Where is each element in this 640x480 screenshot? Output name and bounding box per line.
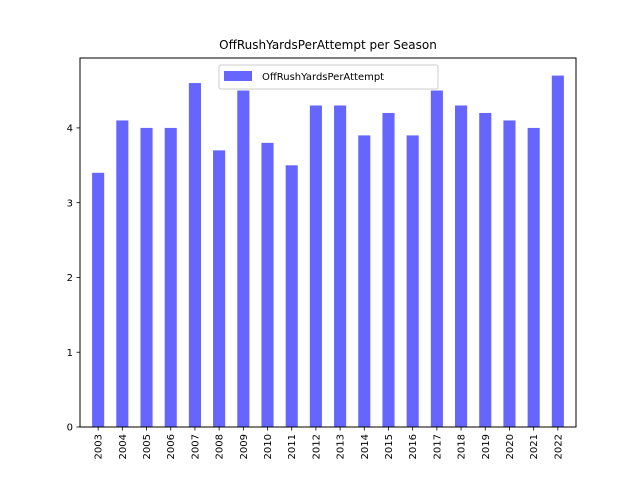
x-tick-label-2014: 2014	[360, 434, 371, 459]
bar-2014	[358, 135, 371, 427]
x-tick-label-2006: 2006	[166, 434, 177, 459]
chart-title: OffRushYardsPerAttempt per Season	[219, 38, 437, 52]
bar-2008	[213, 150, 226, 427]
x-tick-label-2015: 2015	[384, 434, 395, 459]
bar-2012	[309, 105, 322, 427]
axes-frame	[79, 57, 577, 428]
x-tick-label-2007: 2007	[190, 434, 201, 459]
x-tick-label-2010: 2010	[263, 434, 274, 459]
legend-box	[218, 64, 439, 90]
y-tick-label-4: 4	[67, 124, 73, 135]
x-tick-label-2021: 2021	[529, 434, 540, 459]
y-tick-label-1: 1	[67, 348, 73, 359]
x-tick-label-2003: 2003	[94, 434, 105, 459]
x-tick-label-2016: 2016	[408, 434, 419, 459]
bar-2003	[92, 172, 105, 427]
x-tick-label-2009: 2009	[239, 434, 250, 459]
bar-2018	[455, 105, 468, 427]
bar-2016	[406, 135, 419, 427]
y-tick-label-2: 2	[67, 273, 73, 284]
bar-2013	[334, 105, 347, 427]
x-tick-label-2005: 2005	[142, 434, 153, 459]
x-axis: 2003 2004 2005 2006 2007 2008 2009 2010 2011 2012…	[94, 427, 564, 459]
y-axis: 0 1 2 3 4	[67, 124, 80, 434]
bar-2009	[237, 90, 250, 427]
x-tick-label-2011: 2011	[287, 434, 298, 459]
bar-2020	[503, 120, 516, 428]
x-tick-label-2004: 2004	[118, 434, 129, 459]
plot-area	[80, 58, 576, 427]
x-tick-label-2008: 2008	[215, 434, 226, 459]
x-tick-label-2019: 2019	[481, 434, 492, 459]
bar-2017	[430, 90, 443, 427]
bar-2015	[382, 112, 395, 428]
bar-2005	[140, 127, 153, 427]
legend-label: OffRushYardsPerAttempt	[262, 72, 384, 83]
legend-swatch	[224, 71, 252, 81]
bar-2006	[164, 127, 177, 427]
y-tick-label-0: 0	[67, 423, 73, 434]
bar-2007	[188, 83, 201, 428]
x-tick-label-2017: 2017	[432, 434, 443, 459]
bar-2004	[116, 120, 129, 428]
y-tick-label-3: 3	[67, 198, 73, 209]
bar-2022	[551, 75, 564, 427]
bar-2019	[479, 112, 492, 428]
bar-2010	[261, 142, 274, 427]
x-tick-label-2012: 2012	[311, 434, 322, 459]
x-tick-label-2018: 2018	[457, 434, 468, 459]
x-tick-label-2013: 2013	[336, 434, 347, 459]
legend: OffRushYardsPerAttempt	[218, 64, 439, 90]
bars-layer	[92, 75, 564, 428]
x-tick-label-2020: 2020	[505, 434, 516, 459]
x-tick-label-2022: 2022	[553, 434, 564, 459]
bar-2021	[527, 127, 540, 427]
bar-2011	[285, 165, 298, 428]
